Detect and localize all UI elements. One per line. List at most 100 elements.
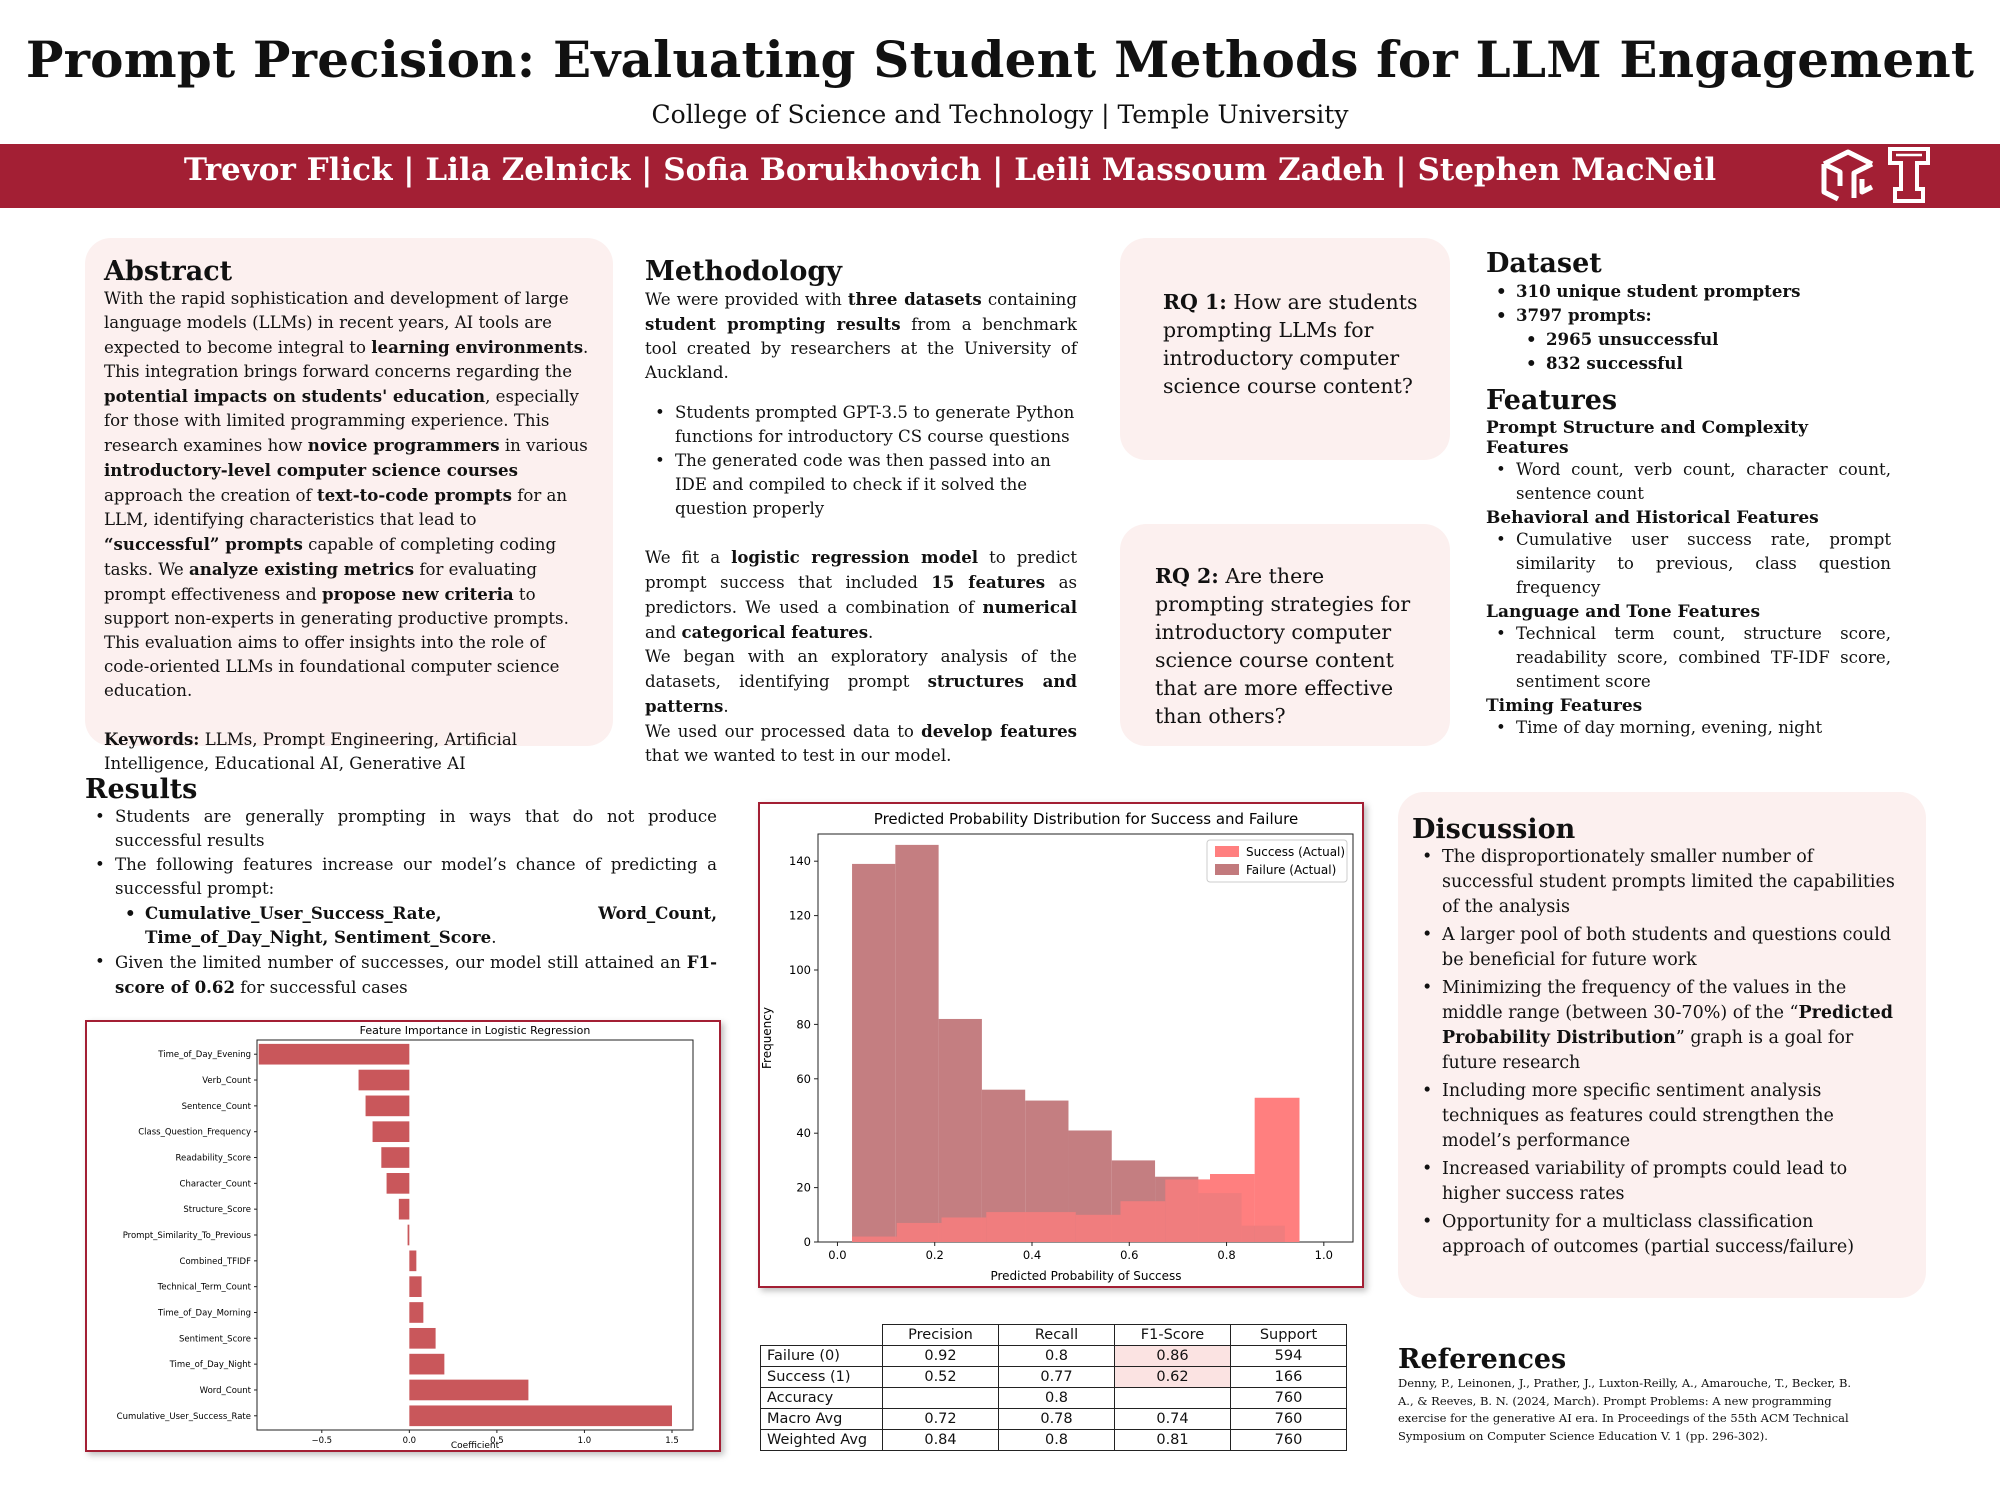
- table-row: Macro Avg 0.72 0.78 0.74 760: [760, 1408, 1347, 1430]
- methodology-heading: Methodology: [645, 256, 842, 287]
- chart-bar: [409, 1302, 424, 1323]
- chart-bar: [258, 1043, 410, 1065]
- list-item: Students are generally prompting in ways…: [85, 805, 717, 853]
- list-item: Cumulative_User_Success_Rate, Word_Count…: [115, 901, 717, 950]
- dataset-heading: Dataset: [1486, 248, 1602, 279]
- x-tick-label: 1.5: [665, 1436, 679, 1446]
- results-heading: Results: [85, 774, 198, 805]
- legend-swatch-failure: [1215, 864, 1239, 875]
- histogram-bar-success-overlay: [1210, 1174, 1255, 1242]
- discussion-section: Discussion The disproportionately smalle…: [1412, 814, 1902, 1260]
- rq1-text: RQ 1: How are students prompting LLMs fo…: [1163, 290, 1418, 398]
- list-item: 832 successful: [1516, 351, 1891, 375]
- y-tick-label: 20: [796, 1181, 811, 1195]
- y-tick-label: 60: [796, 1072, 811, 1086]
- y-tick-label: Verb_Count: [202, 1076, 251, 1086]
- table-row: Accuracy 0.8 760: [760, 1387, 1347, 1409]
- x-tick-label: 0.8: [1217, 1248, 1235, 1262]
- table-header: Precision: [882, 1324, 999, 1346]
- chart-legend: Success (Actual) Failure (Actual): [1206, 839, 1348, 883]
- x-tick-label: 0.0: [403, 1436, 417, 1446]
- y-tick-label: Cumulative_User_Success_Rate: [117, 1412, 251, 1422]
- chart-bar: [381, 1147, 410, 1168]
- methodology-intro: We were provided with three datasets con…: [645, 289, 1077, 382]
- chart-bar: [372, 1121, 410, 1143]
- list-item: The generated code was then passed into …: [645, 449, 1077, 521]
- y-tick-label: Structure_Score: [183, 1205, 251, 1215]
- y-tick-label: Technical_Term_Count: [157, 1283, 252, 1293]
- table-row: Weighted Avg 0.84 0.8 0.81 760: [760, 1429, 1347, 1451]
- histogram-bar-success-overlay: [1075, 1214, 1121, 1242]
- y-tick-label: 140: [789, 854, 811, 868]
- author-bar: [0, 144, 2000, 208]
- list-item: Opportunity for a multiclass classificat…: [1412, 1210, 1902, 1260]
- y-tick-label: Character_Count: [180, 1179, 252, 1189]
- x-tick-label: 1.0: [578, 1436, 592, 1446]
- temple-t-logo-icon: [1888, 147, 1930, 203]
- methodology-section: Methodology We were provided with three …: [645, 256, 1077, 768]
- feature-importance-chart: Feature Importance in Logistic Regressio…: [85, 1020, 721, 1452]
- metrics-table: Precision Recall F1-Score Support Failur…: [760, 1324, 1347, 1451]
- chart-bar: [409, 1353, 445, 1375]
- list-item: Time of day morning, evening, night: [1486, 716, 1891, 740]
- histogram-bar-failure: [852, 863, 896, 1242]
- y-tick-label: 120: [789, 909, 811, 923]
- discussion-heading: Discussion: [1412, 814, 1576, 845]
- legend-label-failure: Failure (Actual): [1246, 863, 1336, 877]
- table-header: Recall: [998, 1324, 1115, 1346]
- list-item: Technical term count, structure score, r…: [1486, 622, 1891, 694]
- cst-logo-icon: [1818, 146, 1878, 204]
- poster-subtitle: College of Science and Technology | Temp…: [651, 100, 1349, 129]
- histogram-bar-failure: [938, 1018, 982, 1242]
- y-tick-label: Time_of_Day_Evening: [157, 1050, 251, 1060]
- list-item: Word count, verb count, character count,…: [1486, 458, 1891, 506]
- histogram-bar-failure: [895, 844, 939, 1242]
- poster-title: Prompt Precision: Evaluating Student Met…: [25, 30, 1975, 89]
- list-item: Given the limited number of successes, o…: [85, 950, 717, 1000]
- y-tick-label: Readability_Score: [176, 1154, 251, 1164]
- chart-bar: [398, 1198, 410, 1220]
- x-tick-label: 0.0: [828, 1248, 846, 1262]
- y-tick-label: 40: [796, 1126, 811, 1140]
- x-tick-label: 0.6: [1120, 1248, 1138, 1262]
- plot-area: [256, 1039, 694, 1431]
- references-heading: References: [1398, 1344, 1567, 1375]
- y-tick-label: 80: [796, 1017, 811, 1031]
- chart-bar: [409, 1250, 417, 1272]
- feature-group-title: Prompt Structure and Complexity Features: [1486, 418, 1808, 458]
- abstract-panel: [85, 238, 613, 746]
- abstract-text: With the rapid sophistication and develo…: [104, 289, 589, 700]
- list-item: The following features increase our mode…: [85, 853, 717, 901]
- discussion-list: The disproportionately smaller number of…: [1412, 845, 1902, 1260]
- x-tick-label: 1.0: [1315, 1248, 1333, 1262]
- histogram-bar-success-overlay: [941, 1217, 987, 1242]
- list-item: A larger pool of both students and quest…: [1412, 923, 1902, 973]
- results-sublist: Cumulative_User_Success_Rate, Word_Count…: [115, 901, 717, 950]
- list-item: Cumulative user success rate, prompt sim…: [1486, 528, 1891, 600]
- chart-title: Predicted Probability Distribution for S…: [874, 810, 1298, 828]
- y-axis-label: Frequency: [760, 1007, 774, 1069]
- histogram-bar-success-overlay: [896, 1222, 942, 1242]
- keywords: Keywords: LLMs, Prompt Engineering, Arti…: [104, 729, 518, 773]
- x-tick-label: 0.2: [926, 1248, 944, 1262]
- chart-bar: [407, 1224, 410, 1246]
- table-header: Support: [1230, 1324, 1347, 1346]
- feature-group-title: Language and Tone Features: [1486, 602, 1761, 622]
- dataset-sublist: 2965 unsuccessful 832 successful: [1516, 327, 1891, 375]
- list-item: 310 unique student prompters: [1486, 279, 1891, 303]
- methodology-model: We fit a logistic regression model to pr…: [645, 547, 1077, 642]
- y-tick-label: 0: [804, 1235, 811, 1249]
- chart-title: Feature Importance in Logistic Regressio…: [360, 1024, 591, 1037]
- results-section: Results Students are generally prompting…: [85, 774, 717, 1000]
- list-item: Minimizing the frequency of the values i…: [1412, 976, 1902, 1076]
- histogram-bar-success-overlay: [1165, 1179, 1211, 1242]
- y-tick-label: Sentence_Count: [182, 1102, 252, 1112]
- chart-bar: [386, 1173, 410, 1194]
- list-item: Students prompted GPT-3.5 to generate Py…: [645, 401, 1077, 449]
- chart-bar: [358, 1069, 410, 1091]
- x-tick-label: 0.5: [490, 1436, 504, 1446]
- chart-bar: [409, 1276, 422, 1297]
- metrics-table-container: Precision Recall F1-Score Support Failur…: [760, 1324, 1347, 1451]
- features-heading: Features: [1486, 385, 1618, 416]
- abstract-section: Abstract With the rapid sophistication a…: [104, 256, 596, 776]
